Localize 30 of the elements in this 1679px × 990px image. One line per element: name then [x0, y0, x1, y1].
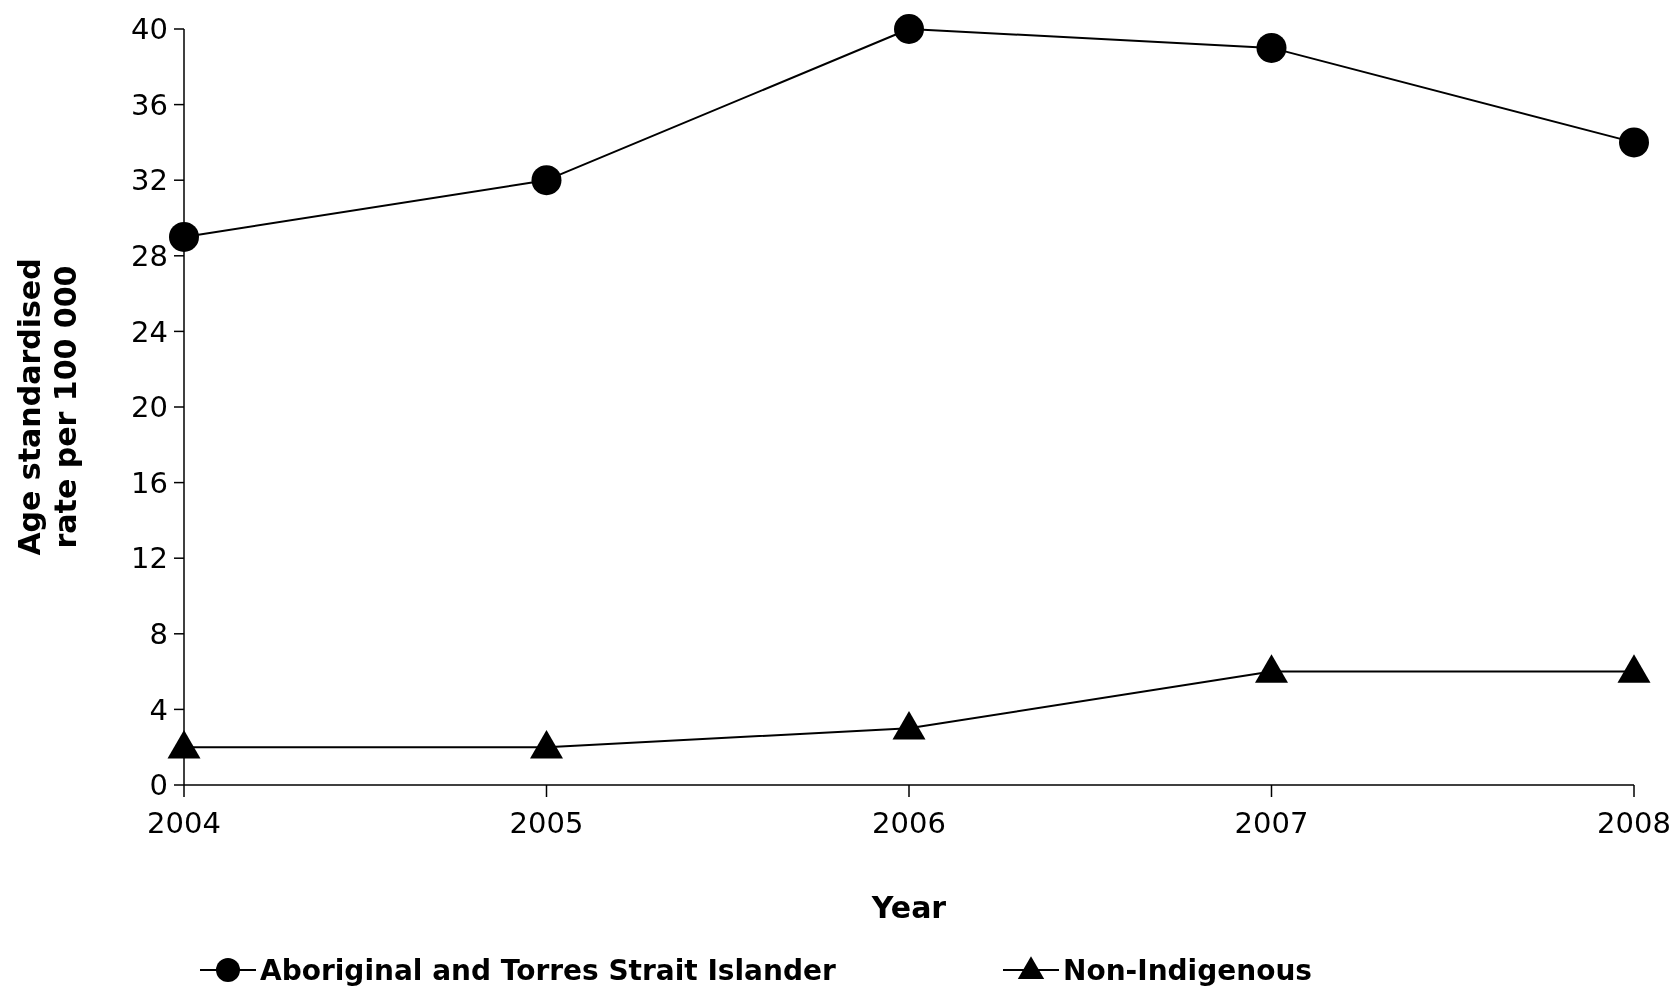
point	[1256, 32, 1287, 63]
x-tick-label: 2008	[1597, 806, 1671, 840]
y-tick-label: 16	[131, 465, 168, 500]
legend-label: Aboriginal and Torres Strait Islander	[260, 953, 836, 987]
point	[169, 221, 199, 252]
x-tick-label: 2005	[509, 806, 584, 840]
y-tick-label: 4	[149, 692, 168, 727]
point	[531, 165, 562, 196]
point	[1619, 127, 1649, 158]
y-tick-label: 8	[149, 616, 168, 651]
point	[894, 14, 924, 44]
y-tick-label: 20	[131, 390, 168, 425]
legend-label: Non-Indigenous	[1063, 953, 1313, 987]
y-tick-label: 24	[131, 314, 168, 349]
x-axis-title: Year	[870, 890, 947, 925]
point	[1617, 654, 1651, 683]
y-axis-title: Age standardised rate per 100 000	[12, 258, 83, 556]
y-tick-label: 36	[131, 87, 168, 122]
point	[167, 729, 201, 759]
point	[530, 729, 563, 759]
y-tick-label: 12	[131, 541, 168, 576]
y-tick-label: 28	[131, 238, 168, 273]
x-tick-label: 2004	[147, 806, 221, 840]
y-tick-label: 0	[149, 768, 168, 803]
point	[892, 711, 926, 740]
point	[1255, 654, 1288, 683]
x-tick-label: 2006	[872, 806, 946, 840]
y-tick-label: 40	[131, 12, 168, 47]
x-tick-label: 2007	[1234, 806, 1309, 840]
y-tick-label: 32	[131, 163, 168, 198]
